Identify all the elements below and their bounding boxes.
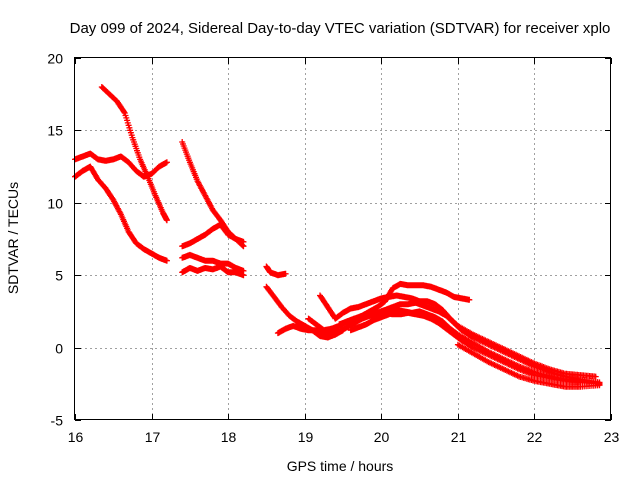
y-tick-label: 15: [47, 123, 63, 139]
data-markers: [179, 139, 247, 250]
data-markers: [179, 251, 247, 274]
series-layer: [72, 84, 603, 390]
y-tick-label: -5: [51, 413, 64, 429]
axis-ticks: 16 17 18 19 20 21 22 23 -5 0 5 10 15 20: [47, 51, 619, 446]
series-arc-3: [98, 84, 170, 224]
series-arc-16: [454, 341, 603, 390]
data-markers: [98, 84, 170, 224]
y-tick-label: 20: [47, 51, 63, 67]
series-arc-15: [347, 307, 603, 387]
series-arc-8: [263, 263, 289, 279]
series-arc-4: [179, 139, 247, 250]
data-markers: [454, 341, 603, 390]
x-tick-label: 21: [451, 429, 467, 445]
x-tick-label: 22: [527, 429, 543, 445]
chart-title: Day 099 of 2024, Sidereal Day-to-day VTE…: [70, 20, 611, 37]
data-markers: [179, 263, 247, 279]
data-markers: [179, 221, 247, 250]
data-markers: [263, 263, 289, 279]
x-tick-label: 19: [298, 429, 314, 445]
x-tick-label: 16: [68, 429, 84, 445]
series-arc-7: [179, 263, 247, 279]
series-arc-6: [179, 251, 247, 274]
y-tick-label: 5: [55, 268, 63, 284]
series-arc-5: [179, 221, 247, 250]
y-tick-label: 10: [47, 196, 63, 212]
series-arc-1: [72, 163, 170, 264]
data-markers: [72, 150, 170, 180]
x-axis-label: GPS time / hours: [287, 458, 394, 474]
x-tick-label: 20: [374, 429, 390, 445]
series-arc-2: [72, 150, 170, 180]
x-tick-label: 18: [221, 429, 237, 445]
data-markers: [72, 163, 170, 264]
y-axis-label: SDTVAR / TECUs: [5, 182, 21, 294]
data-markers: [347, 307, 603, 387]
x-tick-label: 23: [604, 429, 620, 445]
plot-frame: [74, 57, 611, 420]
x-tick-label: 17: [145, 429, 161, 445]
y-tick-label: 0: [55, 341, 63, 357]
grid: [75, 58, 611, 420]
